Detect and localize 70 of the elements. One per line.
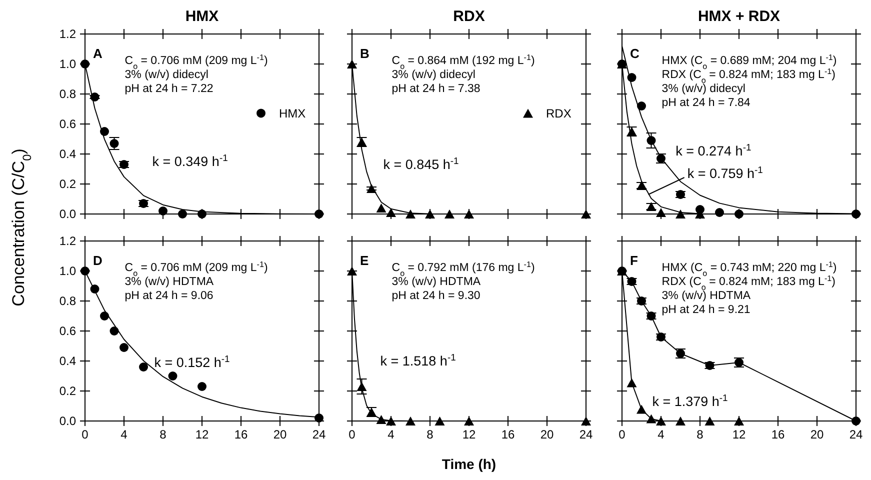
x-tick-label: 12 <box>462 428 476 442</box>
annotation: E <box>360 253 369 268</box>
x-tick-label: 16 <box>234 428 248 442</box>
x-tick-label: 8 <box>160 428 167 442</box>
annotation: A <box>93 46 103 61</box>
x-tick-label: 24 <box>579 428 593 442</box>
annotation: C$_{o}$ = 0.864 mM (192 mg L$^{-1}$) <box>392 52 535 70</box>
legend-label: RDX <box>546 106 572 120</box>
annotation: C$_{o}$ = 0.792 mM (176 mg L$^{-1}$) <box>392 260 535 278</box>
annotation: 3% (w/v) didecyl <box>124 69 208 81</box>
x-tick-label: 0 <box>618 428 626 442</box>
x-tick-label: 4 <box>388 428 395 442</box>
y-tick-label: 1.2 <box>59 234 76 248</box>
annotation: 3% (w/v) HDTMA <box>124 276 214 288</box>
y-tick-label: 0.2 <box>59 384 76 398</box>
y-tick-label: 1.2 <box>59 26 76 41</box>
x-tick-label: 12 <box>195 428 209 442</box>
annotation: 3% (w/v) didecyl <box>662 83 746 95</box>
x-tick-label: 24 <box>312 428 326 442</box>
y-tick-label: 0.8 <box>59 294 76 308</box>
legend-label: HMX <box>279 106 306 120</box>
x-tick-label: 16 <box>501 428 515 442</box>
x-tick-label: 12 <box>732 428 746 442</box>
annotation: 3% (w/v) HDTMA <box>662 290 751 302</box>
annotation: k = 0.152 h$^{-1}$ <box>154 354 230 370</box>
annotation: D <box>93 253 102 268</box>
annotation: C <box>630 46 640 61</box>
annotation: pH at 24 h = 9.21 <box>662 304 750 316</box>
y-tick-label: 1.0 <box>59 264 76 278</box>
x-tick-label: 4 <box>658 428 665 442</box>
y-tick-label: 0.8 <box>59 86 76 101</box>
annotation: C$_{o}$ = 0.706 mM (209 mg L$^{-1}$) <box>124 52 268 70</box>
y-tick-label: 0.4 <box>59 146 76 161</box>
x-tick-label: 20 <box>810 428 824 442</box>
annotation: F <box>630 253 638 268</box>
x-tick-label: 20 <box>273 428 287 442</box>
x-axis-title: Time (h) <box>442 456 496 472</box>
chart-title: HMX <box>185 8 219 25</box>
y-tick-label: 0.2 <box>59 176 76 191</box>
annotation: k = 0.274 h$^{-1}$ <box>676 142 752 159</box>
annotation: k = 0.845 h$^{-1}$ <box>383 156 459 172</box>
x-tick-label: 8 <box>696 428 704 442</box>
x-tick-label: 4 <box>120 428 128 442</box>
x-tick-label: 0 <box>348 428 356 442</box>
x-tick-label: 8 <box>426 428 434 442</box>
chart-title: RDX <box>453 8 485 25</box>
annotation: pH at 24 h = 9.06 <box>124 290 214 302</box>
annotation: pH at 24 h = 7.38 <box>392 83 480 95</box>
x-tick-label: 16 <box>771 428 785 442</box>
y-tick-label: 0.0 <box>59 414 76 428</box>
annotation: pH at 24 h = 9.30 <box>392 290 480 302</box>
y-tick-label: 0.6 <box>59 116 76 131</box>
y-tick-label: 0.6 <box>59 324 76 338</box>
x-tick-label: 0 <box>82 428 89 442</box>
chart-title: HMX + RDX <box>698 8 780 25</box>
annotation: k = 0.349 h$^{-1}$ <box>152 152 228 170</box>
annotation: 3% (w/v) didecyl <box>392 69 476 81</box>
y-tick-label: 1.0 <box>59 56 76 71</box>
annotation: pH at 24 h = 7.22 <box>124 83 214 95</box>
y-tick-label: 0.0 <box>59 206 76 221</box>
annotation: k = 0.759 h$^{-1}$ <box>687 164 763 182</box>
x-tick-label: 24 <box>849 428 863 442</box>
annotation: 3% (w/v) HDTMA <box>392 276 481 288</box>
annotation: B <box>360 46 370 61</box>
annotation: pH at 24 h = 7.84 <box>662 97 751 109</box>
annotation: k = 1.379 h$^{-1}$ <box>652 392 728 410</box>
x-tick-label: 20 <box>540 428 554 442</box>
y-tick-label: 0.4 <box>59 354 76 368</box>
annotation: k = 1.518 h$^{-1}$ <box>380 352 456 369</box>
annotation: C$_{o}$ = 0.706 mM (209 mg L$^{-1}$) <box>124 260 268 278</box>
